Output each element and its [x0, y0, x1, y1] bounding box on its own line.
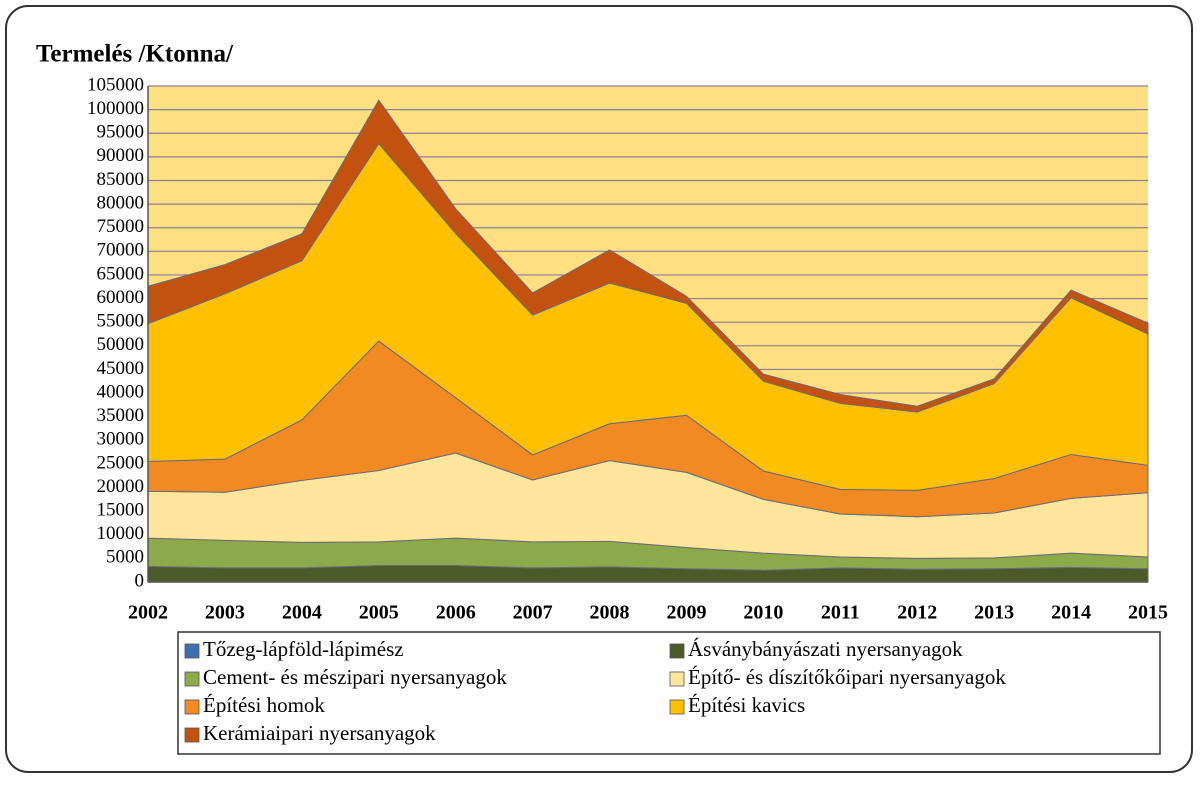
x-tick-label: 2005 — [359, 602, 399, 624]
x-tick-label: 2015 — [1128, 602, 1168, 624]
y-tick-label: 20000 — [97, 476, 145, 497]
y-tick-label: 15000 — [97, 500, 145, 521]
x-tick-label: 2007 — [513, 602, 553, 624]
legend-label: Építési homok — [203, 693, 325, 717]
y-tick-label: 50000 — [97, 334, 145, 355]
legend-label: Építési kavics — [688, 693, 805, 717]
legend-swatch — [185, 700, 199, 714]
legend-label: Tőzeg-lápföld-lápimész — [203, 637, 404, 661]
y-tick-label: 85000 — [97, 169, 145, 190]
y-tick-label: 5000 — [106, 547, 144, 568]
y-tick-label: 105000 — [87, 74, 144, 95]
legend-label: Kerámiaipari nyersanyagok — [203, 721, 436, 745]
legend-label: Építő- és díszítőkőipari nyersanyagok — [688, 665, 1006, 689]
y-tick-label: 40000 — [97, 381, 145, 402]
x-tick-label: 2012 — [897, 602, 937, 624]
y-tick-label: 25000 — [97, 452, 145, 473]
x-tick-label: 2009 — [666, 602, 706, 624]
y-tick-label: 0 — [135, 570, 145, 591]
x-tick-label: 2008 — [590, 602, 630, 624]
y-tick-label: 10000 — [97, 523, 145, 544]
y-tick-label: 65000 — [97, 263, 145, 284]
x-tick-label: 2011 — [821, 602, 860, 624]
y-tick-label: 95000 — [97, 122, 145, 143]
legend-swatch — [670, 644, 684, 658]
legend-swatch — [185, 672, 199, 686]
legend-label: Cement- és mészipari nyersanyagok — [203, 665, 507, 689]
x-tick-label: 2006 — [436, 602, 476, 624]
y-tick-label: 55000 — [97, 311, 145, 332]
y-tick-label: 35000 — [97, 405, 145, 426]
x-tick-label: 2003 — [205, 602, 245, 624]
x-tick-label: 2014 — [1051, 602, 1091, 624]
legend-label: Ásványbányászati nyersanyagok — [688, 637, 963, 661]
legend-swatch — [185, 728, 199, 742]
legend-swatch — [670, 700, 684, 714]
legend-swatch — [185, 644, 199, 658]
legend-swatch — [670, 672, 684, 686]
y-tick-label: 60000 — [97, 287, 145, 308]
chart-title: Termelés /Ktonna/ — [36, 41, 234, 68]
y-tick-label: 30000 — [97, 429, 145, 450]
y-tick-label: 100000 — [87, 98, 144, 119]
y-tick-label: 90000 — [97, 145, 145, 166]
y-tick-label: 70000 — [97, 240, 145, 261]
y-tick-label: 45000 — [97, 358, 145, 379]
x-tick-label: 2004 — [282, 602, 322, 624]
x-tick-label: 2002 — [128, 602, 168, 624]
y-tick-label: 75000 — [97, 216, 145, 237]
x-tick-label: 2010 — [743, 602, 783, 624]
y-tick-label: 80000 — [97, 192, 145, 213]
x-tick-label: 2013 — [974, 602, 1014, 624]
